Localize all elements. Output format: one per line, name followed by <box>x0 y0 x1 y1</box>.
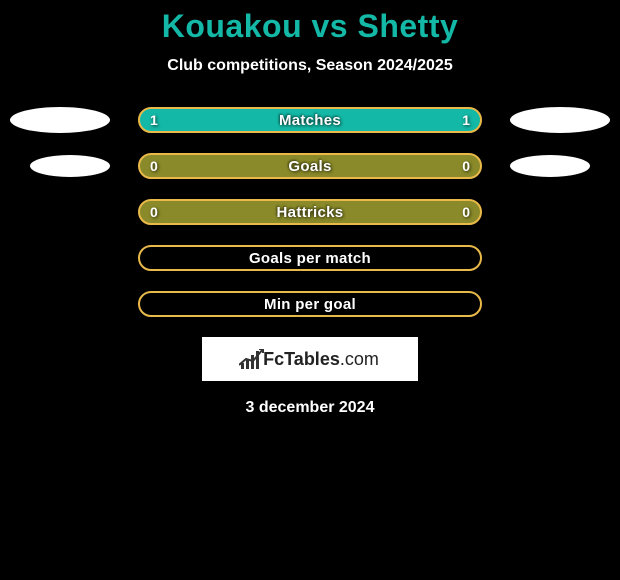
bar-chart-icon <box>241 349 259 369</box>
stat-label: Goals per match <box>249 250 371 267</box>
brand-text: FcTables.com <box>263 349 379 370</box>
stat-label: Goals <box>288 158 331 175</box>
team-badge-right <box>510 155 590 177</box>
stat-row-goals-per-match: Goals per match <box>0 245 620 271</box>
date-label: 3 december 2024 <box>0 399 620 417</box>
brand-name-bold: FcTables <box>263 349 340 369</box>
stat-value-left: 0 <box>150 158 158 174</box>
stat-bar: Goals per match <box>138 245 482 271</box>
subtitle: Club competitions, Season 2024/2025 <box>0 57 620 75</box>
page-title: Kouakou vs Shetty <box>0 8 620 45</box>
stat-bar: 0 Goals 0 <box>138 153 482 179</box>
team-badge-left <box>30 155 110 177</box>
stat-bar: 1 Matches 1 <box>138 107 482 133</box>
stat-value-left: 0 <box>150 204 158 220</box>
stat-value-right: 0 <box>462 158 470 174</box>
stat-row-matches: 1 Matches 1 <box>0 107 620 133</box>
stat-row-goals: 0 Goals 0 <box>0 153 620 179</box>
team-badge-left <box>10 107 110 133</box>
stat-bar: Min per goal <box>138 291 482 317</box>
stat-value-right: 1 <box>462 112 470 128</box>
comparison-widget: Kouakou vs Shetty Club competitions, Sea… <box>0 0 620 417</box>
stat-label: Hattricks <box>277 204 344 221</box>
player1-name: Kouakou <box>162 8 302 44</box>
vs-separator: vs <box>312 8 349 44</box>
team-badge-right <box>510 107 610 133</box>
stat-bar: 0 Hattricks 0 <box>138 199 482 225</box>
stat-row-hattricks: 0 Hattricks 0 <box>0 199 620 225</box>
player2-name: Shetty <box>357 8 458 44</box>
stat-label: Matches <box>279 112 341 129</box>
stat-row-min-per-goal: Min per goal <box>0 291 620 317</box>
stat-label: Min per goal <box>264 296 356 313</box>
brand-name-tld: .com <box>340 349 379 369</box>
stat-value-right: 0 <box>462 204 470 220</box>
trend-line-icon <box>239 349 265 367</box>
brand-box[interactable]: FcTables.com <box>202 337 418 381</box>
stat-value-left: 1 <box>150 112 158 128</box>
